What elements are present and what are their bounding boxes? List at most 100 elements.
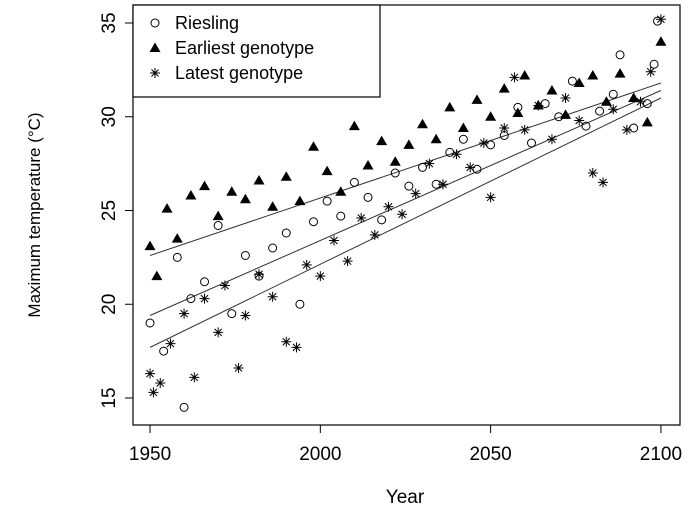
point: [509, 72, 520, 83]
point: [159, 346, 169, 356]
asterisk-stroke: [657, 15, 665, 24]
asterisk-stroke: [534, 101, 543, 110]
asterisk-stroke: [439, 180, 447, 189]
asterisk-stroke: [357, 214, 366, 222]
asterisk-stroke: [241, 311, 250, 320]
point: [363, 192, 373, 202]
point: [144, 240, 156, 251]
asterisk-stroke: [609, 105, 618, 114]
point: [397, 209, 408, 220]
point: [655, 14, 666, 25]
point: [587, 70, 599, 80]
point: [403, 139, 415, 149]
point: [362, 160, 374, 170]
legend-label: Earliest genotype: [175, 38, 314, 58]
point: [309, 217, 319, 227]
point: [321, 165, 333, 176]
asterisk-stroke: [282, 337, 291, 346]
point: [621, 124, 632, 135]
asterisk-stroke: [190, 373, 199, 382]
asterisk-stroke: [479, 139, 488, 147]
point: [573, 77, 585, 87]
point: [642, 99, 652, 109]
asterisk-stroke: [398, 210, 406, 219]
point: [444, 101, 456, 112]
asterisk-stroke: [292, 343, 301, 352]
legend-marker: [150, 68, 160, 78]
asterisk-stroke: [646, 67, 655, 76]
point: [581, 121, 591, 131]
asterisk-stroke: [221, 281, 229, 290]
point: [145, 318, 155, 328]
point: [291, 342, 302, 353]
point: [499, 123, 510, 133]
point: [267, 201, 279, 211]
plot-frame: [132, 4, 681, 426]
x-tick-label: 2050: [469, 444, 511, 465]
point: [172, 252, 182, 262]
point: [437, 179, 448, 190]
point: [560, 109, 572, 119]
asterisk-stroke: [548, 135, 556, 144]
legend-label: Latest genotype: [175, 63, 303, 83]
trend-line: [149, 97, 662, 348]
point: [348, 120, 360, 131]
point: [635, 96, 646, 107]
point: [376, 135, 388, 146]
point: [418, 162, 428, 172]
point: [239, 193, 251, 204]
asterisk-stroke: [622, 125, 631, 134]
asterisk-stroke: [411, 189, 420, 198]
asterisk-stroke: [302, 260, 311, 269]
point: [226, 186, 238, 196]
x-tick-label: 2000: [299, 444, 341, 465]
point: [424, 158, 435, 169]
point: [567, 76, 577, 86]
point: [165, 338, 176, 349]
point: [546, 134, 557, 145]
point: [478, 138, 489, 148]
point: [389, 156, 401, 166]
point: [608, 89, 618, 99]
point: [417, 118, 429, 129]
point: [151, 270, 163, 281]
y-tick-label: 35: [99, 12, 120, 33]
point: [254, 269, 265, 280]
point: [608, 104, 619, 115]
x-tick-label: 2100: [640, 444, 682, 465]
point: [213, 221, 223, 230]
point: [240, 251, 250, 260]
y-tick-label: 15: [99, 387, 120, 408]
asterisk-stroke: [486, 193, 495, 202]
point: [179, 308, 190, 319]
point: [655, 36, 667, 46]
asterisk-stroke: [166, 339, 175, 348]
point: [315, 271, 326, 282]
asterisk-stroke: [466, 163, 475, 172]
point: [533, 100, 544, 111]
point: [458, 134, 468, 144]
point: [485, 192, 496, 203]
asterisk-stroke: [316, 272, 325, 281]
point: [335, 186, 347, 196]
legend-box: [132, 4, 381, 98]
asterisk-stroke: [575, 116, 584, 125]
point: [253, 175, 265, 185]
point: [199, 180, 211, 191]
asterisk-stroke: [214, 328, 223, 337]
point: [369, 229, 380, 240]
asterisk-stroke: [561, 94, 570, 102]
point: [295, 299, 305, 309]
point: [410, 188, 421, 199]
asterisk-stroke: [343, 257, 352, 266]
point: [267, 291, 278, 302]
point: [240, 310, 251, 321]
y-tick-label: 25: [99, 200, 120, 221]
point: [430, 133, 442, 144]
point: [390, 168, 400, 178]
y-tick-label: 20: [99, 294, 120, 315]
point: [512, 107, 524, 117]
point: [485, 111, 497, 121]
asterisk-stroke: [149, 388, 158, 397]
point: [328, 235, 339, 246]
